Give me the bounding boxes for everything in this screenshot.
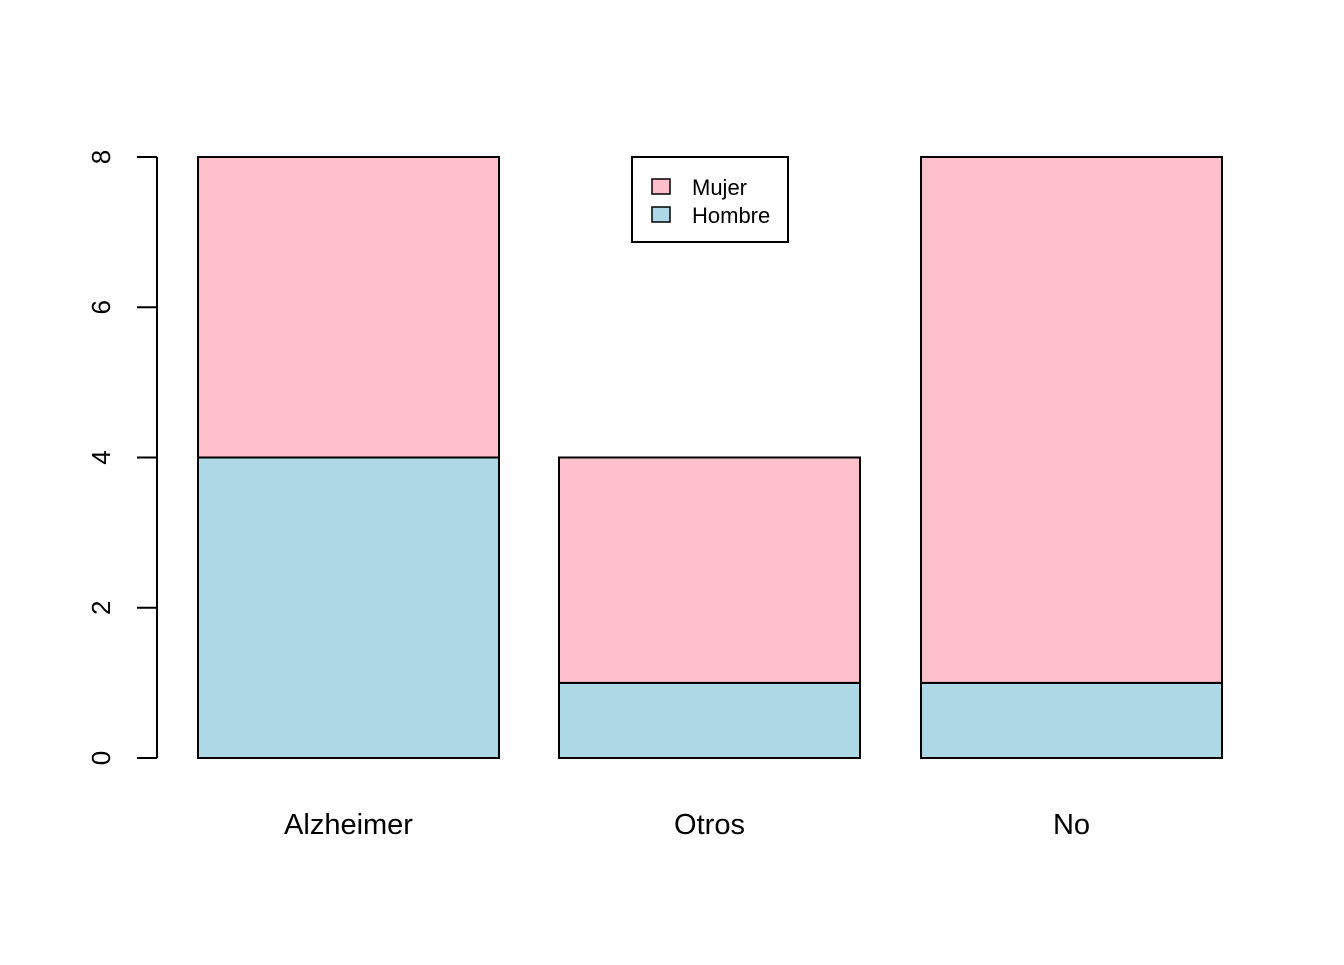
y-axis: 0 2 4 6 8 bbox=[86, 150, 158, 765]
x-axis-labels: Alzheimer Otros No bbox=[284, 809, 1090, 841]
y-tick-label: 2 bbox=[86, 601, 116, 615]
x-category-label: Otros bbox=[674, 809, 745, 841]
legend-swatch-hombre bbox=[651, 206, 671, 223]
legend-label-mujer: Mujer bbox=[692, 175, 747, 200]
y-tick-label: 4 bbox=[86, 450, 116, 464]
bar-segment-alzheimer-mujer bbox=[197, 156, 500, 459]
legend: Mujer Hombre bbox=[631, 156, 789, 243]
legend-label-hombre: Hombre bbox=[692, 203, 770, 228]
bar-segment-otros-mujer bbox=[558, 456, 861, 684]
x-category-label: No bbox=[1053, 809, 1090, 841]
bars-layer bbox=[197, 156, 1223, 759]
bar-segment-no-mujer bbox=[920, 156, 1223, 684]
y-tick-label: 6 bbox=[86, 300, 116, 314]
x-category-label: Alzheimer bbox=[284, 809, 413, 841]
bar-segment-no-hombre bbox=[920, 681, 1223, 759]
y-tick-label: 0 bbox=[86, 751, 116, 765]
legend-swatch-mujer bbox=[651, 178, 671, 195]
legend-box bbox=[631, 156, 789, 243]
bar-segment-alzheimer-hombre bbox=[197, 456, 500, 759]
bar-segment-otros-hombre bbox=[558, 681, 861, 759]
y-tick-label: 8 bbox=[86, 150, 116, 164]
